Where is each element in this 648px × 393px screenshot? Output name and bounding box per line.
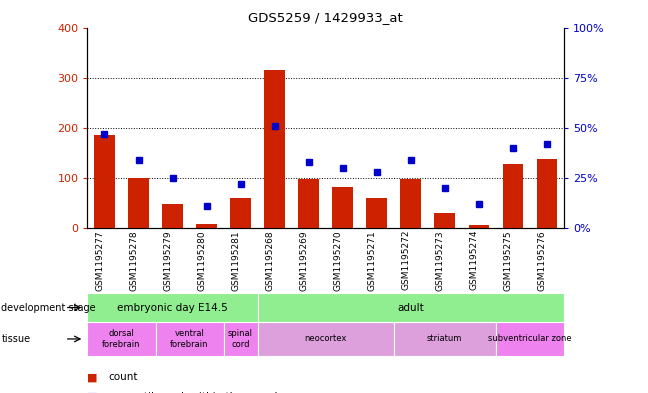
Text: GSM1195281: GSM1195281 [231,230,240,290]
Text: GSM1195268: GSM1195268 [266,230,275,290]
Text: GSM1195280: GSM1195280 [198,230,207,290]
Bar [496,322,564,356]
Bar [128,178,148,228]
Text: adult: adult [397,303,424,312]
Bar [257,293,564,322]
Bar [393,322,496,356]
Bar [87,293,257,322]
Title: GDS5259 / 1429933_at: GDS5259 / 1429933_at [248,11,403,24]
Text: GSM1195278: GSM1195278 [130,230,139,290]
Text: development stage: development stage [1,303,96,312]
Bar [156,322,224,356]
Bar [366,198,387,228]
Text: spinal
cord: spinal cord [228,329,253,349]
Bar [502,164,523,228]
Text: dorsal
forebrain: dorsal forebrain [102,329,141,349]
Bar [257,322,393,356]
Bar [434,213,455,228]
Bar [332,187,353,228]
Bar [87,322,156,356]
Text: subventricular zone: subventricular zone [488,334,572,343]
Text: tissue: tissue [1,334,30,344]
Text: GSM1195270: GSM1195270 [334,230,343,290]
Text: count: count [108,372,138,382]
Text: GSM1195274: GSM1195274 [470,230,479,290]
Bar [264,70,284,228]
Text: percentile rank within the sample: percentile rank within the sample [108,392,284,393]
Bar [298,179,319,228]
Text: ■: ■ [87,372,98,382]
Text: GSM1195271: GSM1195271 [367,230,376,290]
Bar [469,226,489,228]
Text: GSM1195272: GSM1195272 [402,230,411,290]
Bar [230,198,251,228]
Text: GSM1195277: GSM1195277 [95,230,104,290]
Text: GSM1195279: GSM1195279 [163,230,172,290]
Bar [196,224,216,228]
Text: ■: ■ [87,392,98,393]
Text: ventral
forebrain: ventral forebrain [170,329,209,349]
Text: GSM1195276: GSM1195276 [538,230,547,290]
Text: GSM1195275: GSM1195275 [503,230,513,290]
Text: embryonic day E14.5: embryonic day E14.5 [117,303,228,312]
Text: GSM1195273: GSM1195273 [435,230,445,290]
Bar [224,322,257,356]
Bar [162,204,183,228]
Text: neocortex: neocortex [305,334,347,343]
Bar [95,135,115,228]
Text: GSM1195269: GSM1195269 [299,230,308,290]
Bar [400,179,421,228]
Text: striatum: striatum [427,334,463,343]
Bar [537,159,557,228]
